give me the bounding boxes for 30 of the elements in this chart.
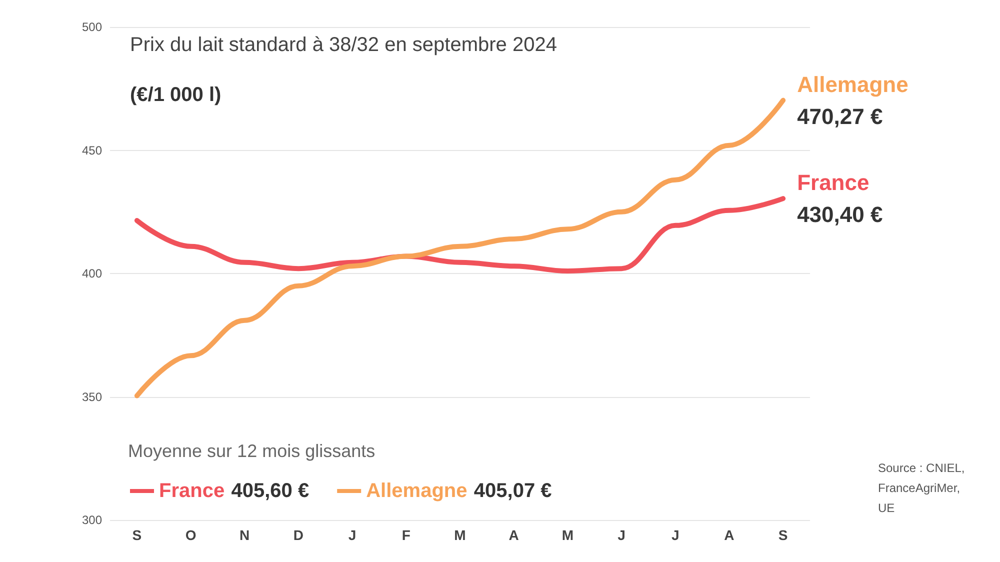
x-tick-label: J <box>618 527 626 543</box>
x-tick-label: J <box>671 527 680 543</box>
data-label: 470,27 € <box>797 104 883 129</box>
x-tick-label: M <box>562 527 574 543</box>
text: Allemagne <box>797 72 908 97</box>
legend-label: France <box>159 480 225 502</box>
y-tick-label: 350 <box>82 390 102 404</box>
x-tick-label: A <box>508 527 519 543</box>
y-tick-label: 300 <box>82 513 102 527</box>
x-tick-label: N <box>240 527 250 543</box>
x-tick-label: A <box>724 527 734 543</box>
legend-title: Moyenne sur 12 mois glissants <box>128 441 376 461</box>
legend-label: Allemagne <box>366 480 468 502</box>
x-tick-label: J <box>348 527 356 543</box>
y-tick-label: 500 <box>82 20 102 34</box>
x-tick-label: S <box>132 527 142 543</box>
text: (€/1 000 l) <box>130 84 222 106</box>
x-tick-label: F <box>402 527 411 543</box>
x-tick-label: S <box>778 527 788 543</box>
text: France <box>797 170 870 196</box>
x-tick-label: D <box>293 527 304 543</box>
x-tick-label: O <box>185 527 196 543</box>
data-label: 430,40 € <box>797 202 883 228</box>
y-tick-label: 400 <box>82 266 102 280</box>
annotation: 405,60 € <box>231 480 310 502</box>
y-tick-label: 450 <box>82 143 102 158</box>
chart-title: Prix du lait standard à 38/32 en septembre 2024 <box>130 34 557 56</box>
annotation: 405,07 € <box>474 480 552 502</box>
source-note: Source : CNIEL, FranceAgriMer, UE <box>878 461 965 515</box>
x-tick-label: M <box>454 527 466 543</box>
